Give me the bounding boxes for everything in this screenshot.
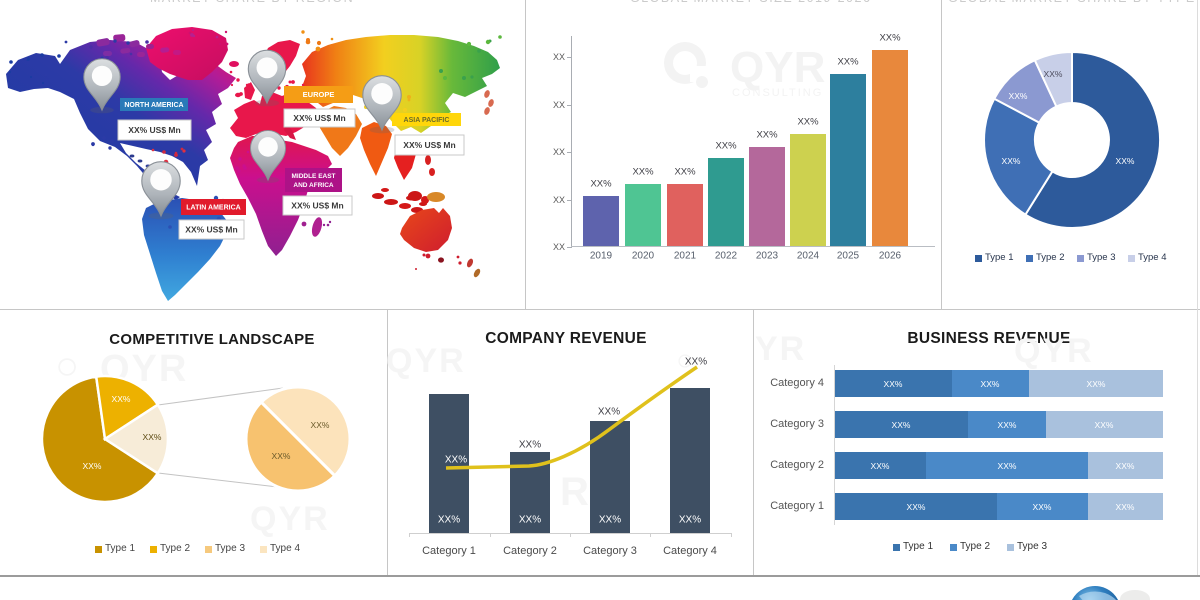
svg-text:XX% US$ Mn: XX% US$ Mn (185, 225, 237, 235)
svg-text:QYR: QYR (730, 43, 825, 92)
svg-text:LATIN AMERICA: LATIN AMERICA (186, 204, 240, 211)
svg-text:AND AFRICA: AND AFRICA (293, 182, 334, 189)
svg-text:EUROPE: EUROPE (303, 90, 335, 99)
svg-text:MIDDLE EAST: MIDDLE EAST (291, 173, 335, 180)
svg-text:ASIA PACIFIC: ASIA PACIFIC (404, 117, 450, 124)
svg-text:NORTH AMERICA: NORTH AMERICA (124, 102, 183, 109)
svg-text:CONSULTING: CONSULTING (732, 87, 823, 99)
svg-text:XX% US$ Mn: XX% US$ Mn (128, 125, 180, 135)
svg-text:XX% US$ Mn: XX% US$ Mn (293, 113, 345, 123)
svg-text:XX% US$ Mn: XX% US$ Mn (291, 201, 343, 211)
svg-text:XX% US$ Mn: XX% US$ Mn (403, 140, 455, 150)
